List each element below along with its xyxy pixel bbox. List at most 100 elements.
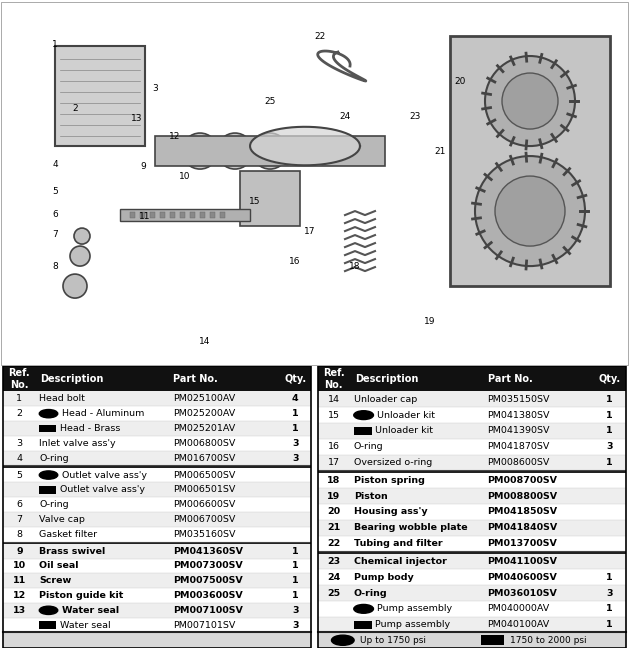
Bar — [39, 424, 56, 432]
Text: Description: Description — [40, 374, 104, 384]
Text: Outlet valve ass'y: Outlet valve ass'y — [62, 470, 147, 480]
Bar — [318, 470, 626, 472]
Bar — [3, 406, 311, 421]
Text: 1: 1 — [16, 395, 22, 403]
Circle shape — [39, 606, 58, 614]
Circle shape — [63, 274, 87, 298]
Text: Description: Description — [355, 374, 418, 384]
Text: 23: 23 — [327, 557, 340, 566]
Text: 16: 16 — [328, 442, 340, 451]
Text: 1: 1 — [606, 605, 613, 614]
Text: Outlet valve ass'y: Outlet valve ass'y — [60, 485, 145, 494]
Text: 7: 7 — [16, 515, 22, 524]
Text: 1: 1 — [292, 576, 299, 585]
Bar — [318, 391, 626, 407]
Text: 1: 1 — [292, 561, 299, 570]
Text: PM013700SV: PM013700SV — [487, 539, 557, 548]
Bar — [3, 559, 311, 573]
Text: PM006700SV: PM006700SV — [173, 515, 235, 524]
Text: 21: 21 — [434, 146, 446, 156]
Bar — [318, 617, 626, 632]
Text: PM041870SV: PM041870SV — [487, 442, 550, 451]
Text: Head - Brass: Head - Brass — [60, 424, 120, 433]
Text: O-ring: O-ring — [39, 454, 69, 463]
Bar — [318, 553, 626, 570]
Bar — [318, 454, 626, 470]
Text: Piston spring: Piston spring — [353, 476, 425, 485]
Text: Piston: Piston — [353, 492, 387, 501]
Text: 24: 24 — [327, 573, 340, 582]
Text: PM007101SV: PM007101SV — [173, 621, 235, 630]
Bar — [3, 603, 311, 618]
Text: 19: 19 — [327, 492, 340, 501]
Text: PM003600SV: PM003600SV — [173, 591, 242, 600]
Bar — [3, 436, 311, 450]
Bar — [3, 588, 311, 603]
Bar — [318, 439, 626, 454]
Text: 3: 3 — [292, 621, 298, 630]
Text: Brass swivel: Brass swivel — [39, 547, 106, 556]
Text: 3: 3 — [292, 454, 298, 463]
Text: Piston guide kit: Piston guide kit — [39, 591, 124, 600]
Text: 15: 15 — [249, 196, 261, 205]
Bar — [318, 489, 626, 504]
Bar — [318, 536, 626, 551]
Text: Pump body: Pump body — [353, 573, 413, 582]
Text: 22: 22 — [327, 539, 340, 548]
Text: 25: 25 — [327, 588, 340, 597]
Text: 13: 13 — [131, 113, 143, 122]
Bar — [210, 212, 215, 218]
Text: PM036010SV: PM036010SV — [487, 588, 557, 597]
Bar — [120, 209, 250, 221]
Text: 5: 5 — [16, 470, 22, 480]
Text: PM041380SV: PM041380SV — [487, 411, 550, 420]
Bar — [3, 482, 311, 497]
Text: PM006800SV: PM006800SV — [173, 439, 235, 448]
Bar — [3, 618, 311, 632]
Text: 25: 25 — [264, 97, 276, 106]
Text: 4: 4 — [16, 454, 22, 463]
Text: Oversized o-ring: Oversized o-ring — [353, 458, 432, 467]
Circle shape — [353, 411, 374, 419]
Circle shape — [74, 228, 90, 244]
Bar — [318, 601, 626, 617]
Text: PM025201AV: PM025201AV — [173, 424, 235, 433]
Text: 6: 6 — [16, 500, 22, 509]
Text: 1: 1 — [292, 409, 299, 418]
Bar — [190, 212, 195, 218]
Bar — [318, 520, 626, 536]
Text: PM035150SV: PM035150SV — [487, 395, 550, 404]
Text: PM006501SV: PM006501SV — [173, 485, 235, 494]
Text: Bearing wobble plate: Bearing wobble plate — [353, 523, 467, 532]
Text: 23: 23 — [409, 111, 421, 121]
Text: PM006600SV: PM006600SV — [173, 500, 235, 509]
Text: PM041360SV: PM041360SV — [173, 547, 243, 556]
Bar — [3, 527, 311, 542]
Circle shape — [331, 635, 354, 645]
Text: Head bolt: Head bolt — [39, 395, 85, 403]
Text: 5: 5 — [52, 187, 58, 196]
Text: 1: 1 — [606, 411, 613, 420]
Circle shape — [502, 73, 558, 129]
Bar — [318, 570, 626, 585]
Bar — [353, 427, 372, 435]
Text: Unloader kit: Unloader kit — [377, 411, 435, 420]
Text: 3: 3 — [152, 84, 158, 93]
Text: 17: 17 — [304, 227, 316, 236]
Text: 14: 14 — [328, 395, 340, 404]
Text: Ref.
No.: Ref. No. — [9, 368, 30, 389]
Text: 4: 4 — [292, 395, 299, 403]
Text: Tubing and filter: Tubing and filter — [353, 539, 442, 548]
Text: PM016700SV: PM016700SV — [173, 454, 235, 463]
Text: PM040600SV: PM040600SV — [487, 573, 557, 582]
Text: PM040000AV: PM040000AV — [487, 605, 550, 614]
Bar — [170, 212, 175, 218]
Bar — [200, 212, 205, 218]
Bar — [353, 621, 372, 629]
Circle shape — [39, 471, 58, 479]
Text: O-ring: O-ring — [39, 500, 69, 509]
Text: 20: 20 — [454, 76, 465, 86]
Text: 1: 1 — [292, 547, 299, 556]
Text: 6: 6 — [52, 209, 58, 218]
Text: 9: 9 — [16, 547, 23, 556]
